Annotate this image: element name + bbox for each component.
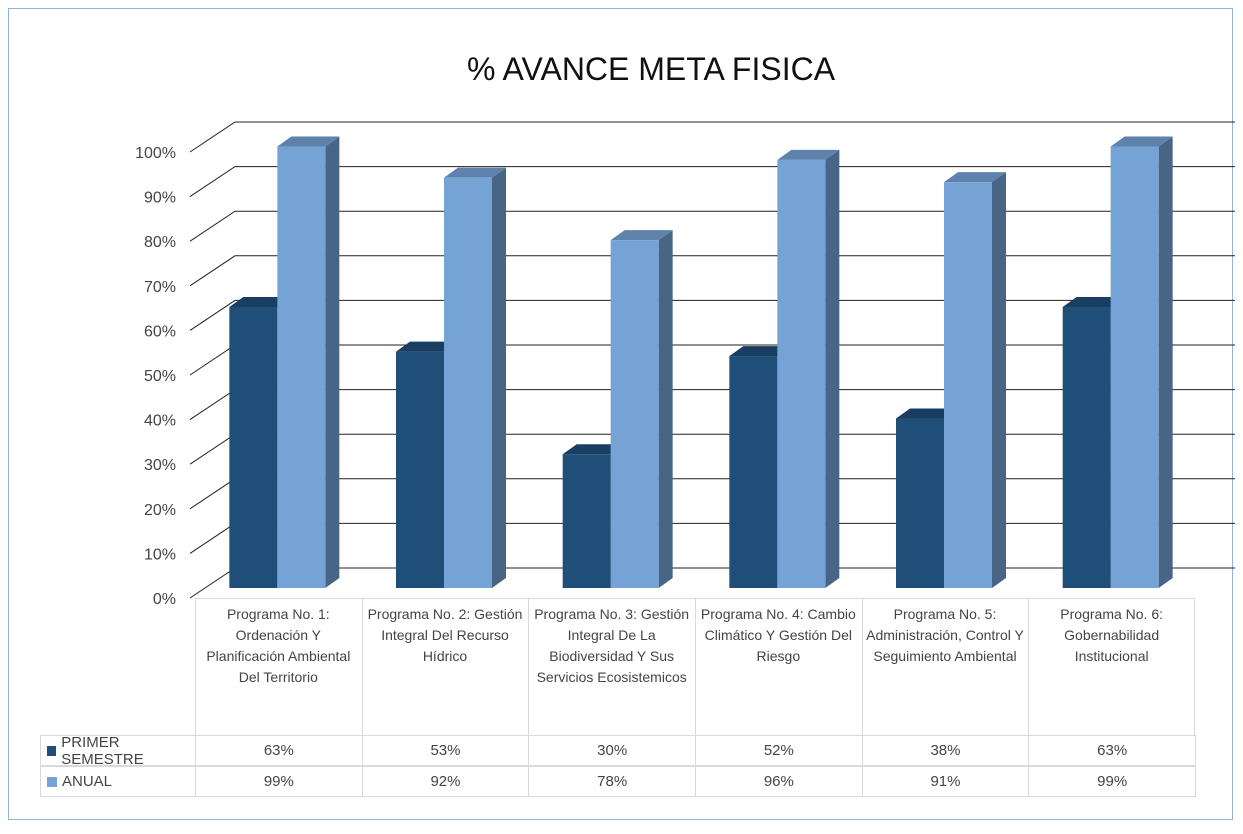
bar-front [777,159,826,588]
table-divider [861,598,863,735]
table-divider [528,598,530,735]
grid-line [189,255,1235,287]
table-value: 99% [1028,766,1196,797]
bar-front [1062,307,1111,588]
bar-side [492,167,506,588]
y-tick-label: 40% [144,413,176,430]
bar-front [444,177,492,588]
y-tick-label: 0% [153,591,176,608]
bar-front [729,356,778,588]
y-tick-label: 80% [144,234,176,251]
legend-cell: ANUAL [40,766,196,797]
x-tick-label: Programa No. 4: Cambio Climático Y Gesti… [700,606,856,664]
grid-line [189,121,1235,153]
y-tick-label: 90% [144,190,176,207]
legend-label: PRIMER SEMESTRE [61,733,144,768]
x-tick-label: Programa No. 1: Ordenación Y Planificaci… [206,606,351,685]
y-tick-label: 10% [144,546,176,563]
grid-line [189,299,1235,331]
table-divider [695,598,696,735]
legend-swatch [47,745,57,756]
table-value: 91% [861,766,1030,797]
bar-top [1110,136,1173,147]
y-tick-label: 20% [144,502,176,519]
legend-swatch [47,776,57,787]
legend-label: ANUAL [62,773,113,790]
table-value: 96% [695,766,863,797]
grid-line [189,166,1235,198]
y-tick-label: 70% [144,279,176,296]
bar-top [229,297,292,308]
bar-front [396,351,444,588]
bar-top [396,341,458,352]
bar [444,167,506,588]
bar [277,136,340,588]
bar-side [1158,136,1173,588]
bar-side [325,136,340,588]
table-value: 92% [361,766,530,797]
bar-front [277,146,326,588]
y-tick-label: 50% [144,368,176,385]
bar-top [1062,297,1125,308]
bar-front [562,454,611,588]
table-value: 63% [195,735,363,766]
y-tick-label: 30% [144,457,176,474]
bar-side [992,172,1006,588]
bar-top [444,167,506,178]
table-divider [361,598,363,735]
bar [777,149,840,588]
bar-front [944,182,992,588]
table-value: 38% [861,735,1030,766]
table-divider [1028,598,1030,735]
x-tick-label: Programa No. 5: Administración, Control … [866,606,1024,664]
bar-side [825,149,840,588]
bar-top [729,346,792,357]
bar-side [658,230,673,588]
chart-title: % AVANCE META FISICA [467,51,836,87]
bar-top [277,136,340,147]
bar-top [944,172,1006,183]
table-value: 53% [361,735,530,766]
grid-line [189,210,1235,242]
bar [1110,136,1173,588]
bar-front [1110,146,1159,588]
bar [610,230,673,588]
bar-top [562,444,625,455]
bar-front [896,418,944,588]
table-value: 99% [195,766,363,797]
x-tick-label: Programa No. 6: Gobernabilidad Instituci… [1060,606,1164,664]
bar-top [610,230,673,241]
bar [944,172,1006,588]
y-tick-label: 100% [135,145,176,162]
bar-top [777,149,840,160]
y-tick-label: 60% [144,323,176,340]
x-tick-label: Programa No. 2: Gestión Integral Del Rec… [367,606,523,664]
legend-cell: PRIMER SEMESTRE [40,733,196,768]
chart-frame [8,8,1233,820]
bar-front [610,240,659,588]
bar-front [229,307,278,588]
table-value: 63% [1028,735,1196,766]
table-value: 78% [528,766,696,797]
table-value: 30% [528,735,696,766]
x-tick-label: Programa No. 3: Gestión Integral De La B… [534,606,690,685]
table-value: 52% [695,735,863,766]
bar-top [896,408,958,419]
